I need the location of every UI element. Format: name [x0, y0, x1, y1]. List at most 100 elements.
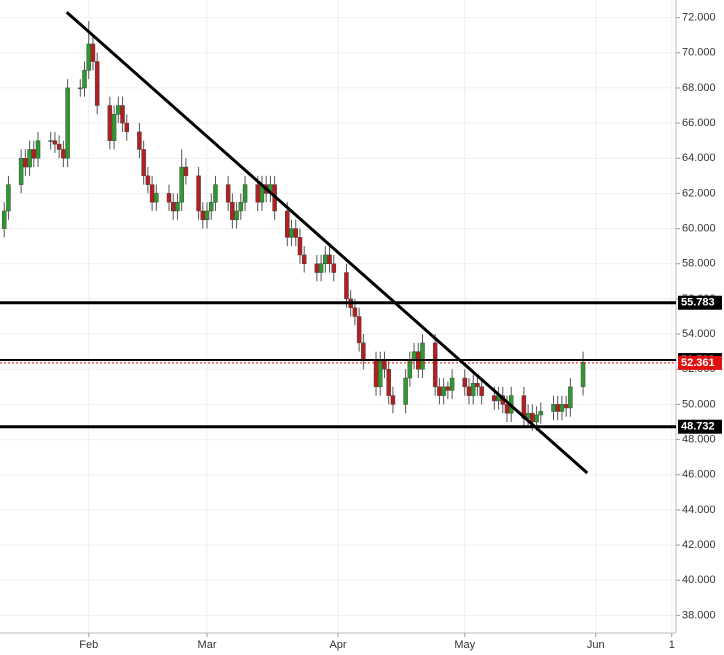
candle-body — [555, 404, 560, 412]
level-label: 55.783 — [681, 297, 715, 309]
candle-body — [492, 395, 497, 402]
candle-body — [361, 342, 366, 361]
candle-body — [356, 316, 362, 344]
candle-body — [559, 404, 565, 412]
y-tick-label: 64.000 — [682, 152, 716, 164]
candle-body — [373, 360, 379, 388]
candle-body — [534, 414, 539, 423]
candle-body — [86, 43, 91, 71]
candle-body — [52, 140, 58, 145]
candle-body — [78, 87, 83, 90]
candle-body — [255, 184, 260, 203]
candle-body — [242, 184, 248, 203]
trendline — [65, 11, 589, 475]
candle-body — [378, 360, 383, 388]
candle-body — [82, 70, 87, 89]
candle-body — [175, 201, 180, 212]
level-label-bg — [678, 295, 722, 310]
candle-body — [323, 254, 328, 264]
candle-body — [382, 360, 387, 370]
candle-body — [285, 210, 290, 238]
candle-body — [179, 166, 184, 203]
candle-body — [35, 140, 41, 159]
candle-body — [196, 175, 201, 212]
candle-body — [568, 386, 573, 409]
candle-body — [390, 395, 396, 405]
candle-body — [94, 61, 100, 106]
candle-body — [386, 369, 391, 396]
x-tick-label: Apr — [329, 639, 346, 651]
candle-body — [470, 383, 476, 396]
candle-body — [504, 404, 510, 414]
candle-body — [344, 272, 349, 300]
x-tick-label: Feb — [79, 639, 98, 651]
candle-body — [23, 158, 28, 168]
candle-body — [120, 105, 125, 124]
candle-body — [580, 361, 586, 388]
y-tick-label: 60.000 — [682, 222, 716, 234]
candle-body — [90, 43, 96, 62]
candle-body — [538, 411, 544, 416]
candle-body — [137, 131, 142, 150]
candle-body — [403, 377, 408, 405]
candle-body — [475, 383, 480, 388]
candle-body — [314, 263, 320, 273]
candle-body — [18, 158, 24, 185]
y-tick-label: 40.000 — [682, 574, 716, 586]
candle-body — [234, 210, 239, 221]
candle-body — [301, 254, 307, 264]
candle-body — [318, 263, 324, 273]
candle-body — [124, 122, 129, 133]
x-tick-label: Jun — [587, 639, 605, 651]
candle-body — [297, 237, 303, 256]
y-tick-label: 68.000 — [682, 82, 716, 94]
candle-body — [149, 184, 155, 203]
candle-body — [141, 149, 146, 177]
y-tick-label: 66.000 — [682, 117, 716, 129]
candle-body — [65, 87, 70, 159]
candle-body — [183, 166, 189, 177]
y-tick-label: 54.000 — [682, 328, 716, 340]
candle-body — [352, 307, 358, 317]
x-tick-label: 1 — [669, 639, 675, 651]
candle-body — [209, 201, 214, 212]
y-tick-label: 46.000 — [682, 469, 716, 481]
candle-body — [200, 210, 206, 221]
level-label-bg — [678, 419, 722, 434]
candle-body — [420, 342, 425, 370]
candle-body — [441, 386, 446, 396]
candle-body — [213, 184, 218, 203]
y-tick-label: 48.000 — [682, 433, 716, 445]
candle-body — [466, 386, 472, 396]
candle-body — [230, 201, 235, 221]
candle-body — [551, 404, 556, 412]
candle-body — [331, 263, 337, 273]
y-tick-label: 38.000 — [682, 609, 716, 621]
x-tick-label: Mar — [198, 639, 217, 651]
candle-body — [56, 143, 62, 150]
candle-body — [437, 386, 442, 396]
candle-body — [462, 377, 467, 388]
candle-body — [61, 149, 66, 159]
level-label: 52.361 — [681, 357, 715, 369]
candle-body — [145, 175, 151, 185]
candle-body — [449, 377, 455, 391]
candle-body — [111, 114, 117, 141]
candle-body — [31, 149, 37, 159]
candle-body — [170, 201, 176, 212]
candle-body — [116, 105, 121, 115]
candle-body — [48, 140, 53, 142]
candle-body — [225, 184, 231, 203]
candle-body — [563, 404, 569, 409]
candle-body — [204, 210, 210, 221]
level-label: 48.732 — [681, 421, 715, 433]
candle-body — [238, 201, 244, 212]
candle-body — [530, 412, 535, 423]
candle-body — [479, 386, 484, 396]
y-tick-label: 62.000 — [682, 187, 716, 199]
y-tick-label: 72.000 — [682, 11, 716, 23]
candle-body — [1, 210, 7, 229]
x-tick-label: May — [454, 639, 475, 651]
candle-body — [154, 193, 159, 203]
